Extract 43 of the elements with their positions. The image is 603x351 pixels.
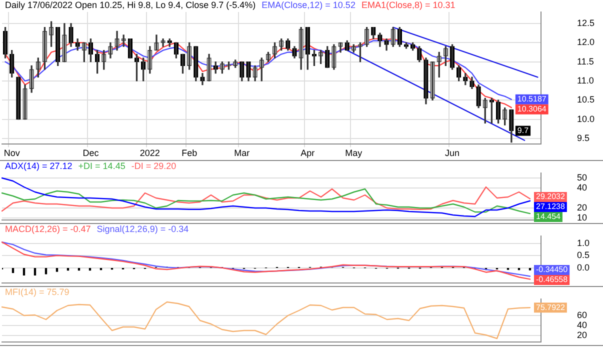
- y-tick-label: 0.5: [577, 250, 590, 260]
- text: EMA1(Close,8) = 10.31: [361, 0, 456, 10]
- y-tick-label: 12.0: [577, 37, 595, 48]
- series-label: MACD(12,26) = -0.47: [5, 224, 91, 234]
- x-tick-label: 2022: [140, 148, 160, 158]
- text: 9.7: [517, 126, 529, 135]
- y-tick-label: 60: [577, 310, 588, 320]
- y-tick-label: 10.0: [577, 114, 595, 124]
- data-label: 27.1238: [536, 202, 566, 212]
- x-tick-label: May: [345, 148, 363, 158]
- data-label: -0.34450: [536, 265, 568, 274]
- y-tick-label: 50: [577, 172, 588, 182]
- y-tick-label: 11.0: [577, 75, 594, 86]
- data-label: 29.2032: [536, 192, 566, 202]
- text: +DI = 14.45: [78, 160, 126, 171]
- x-tick-label: Mar: [234, 148, 250, 158]
- y-tick-label: 9.5: [577, 132, 590, 143]
- x-tick-label: Jun: [445, 148, 460, 158]
- series-label: MFI(14) = 75.79: [5, 286, 70, 297]
- y-tick-label: 20: [577, 202, 588, 212]
- text: Signal(12,26,9) = -0.34: [96, 224, 189, 234]
- y-tick-label: 20: [577, 330, 588, 340]
- data-label: 75.7922: [536, 302, 566, 312]
- data-label: 10.3064: [517, 104, 547, 114]
- data-label: -0.46558: [536, 275, 568, 284]
- chart-title: Daily 17/06/2022 Open 10.25, Hi 9.8, Lo 9.4, Close 9.7 (-5.4%): [5, 0, 256, 10]
- y-tick-label: 12.5: [577, 18, 595, 28]
- y-tick-label: 1.0: [577, 238, 590, 248]
- y-tick-label: 40: [577, 320, 588, 330]
- y-tick-label: 0.0: [577, 262, 590, 272]
- x-tick-label: Feb: [182, 148, 198, 158]
- x-tick-label: Nov: [4, 148, 20, 158]
- text: -DI = 29.20: [131, 160, 176, 171]
- y-tick-label: 11.5: [577, 56, 594, 66]
- text: EMA(Close,12) = 10.52: [262, 0, 356, 10]
- y-tick-label: 40: [577, 182, 588, 192]
- x-tick-label: Apr: [300, 148, 315, 158]
- data-label: 10.5187: [517, 94, 547, 104]
- series-label: ADX(14) = 27.12: [5, 160, 72, 171]
- y-tick-label: 10: [577, 212, 588, 222]
- data-label: 14.454: [536, 212, 562, 222]
- x-tick-label: Dec: [82, 148, 100, 158]
- y-tick-label: 10.5: [577, 94, 595, 105]
